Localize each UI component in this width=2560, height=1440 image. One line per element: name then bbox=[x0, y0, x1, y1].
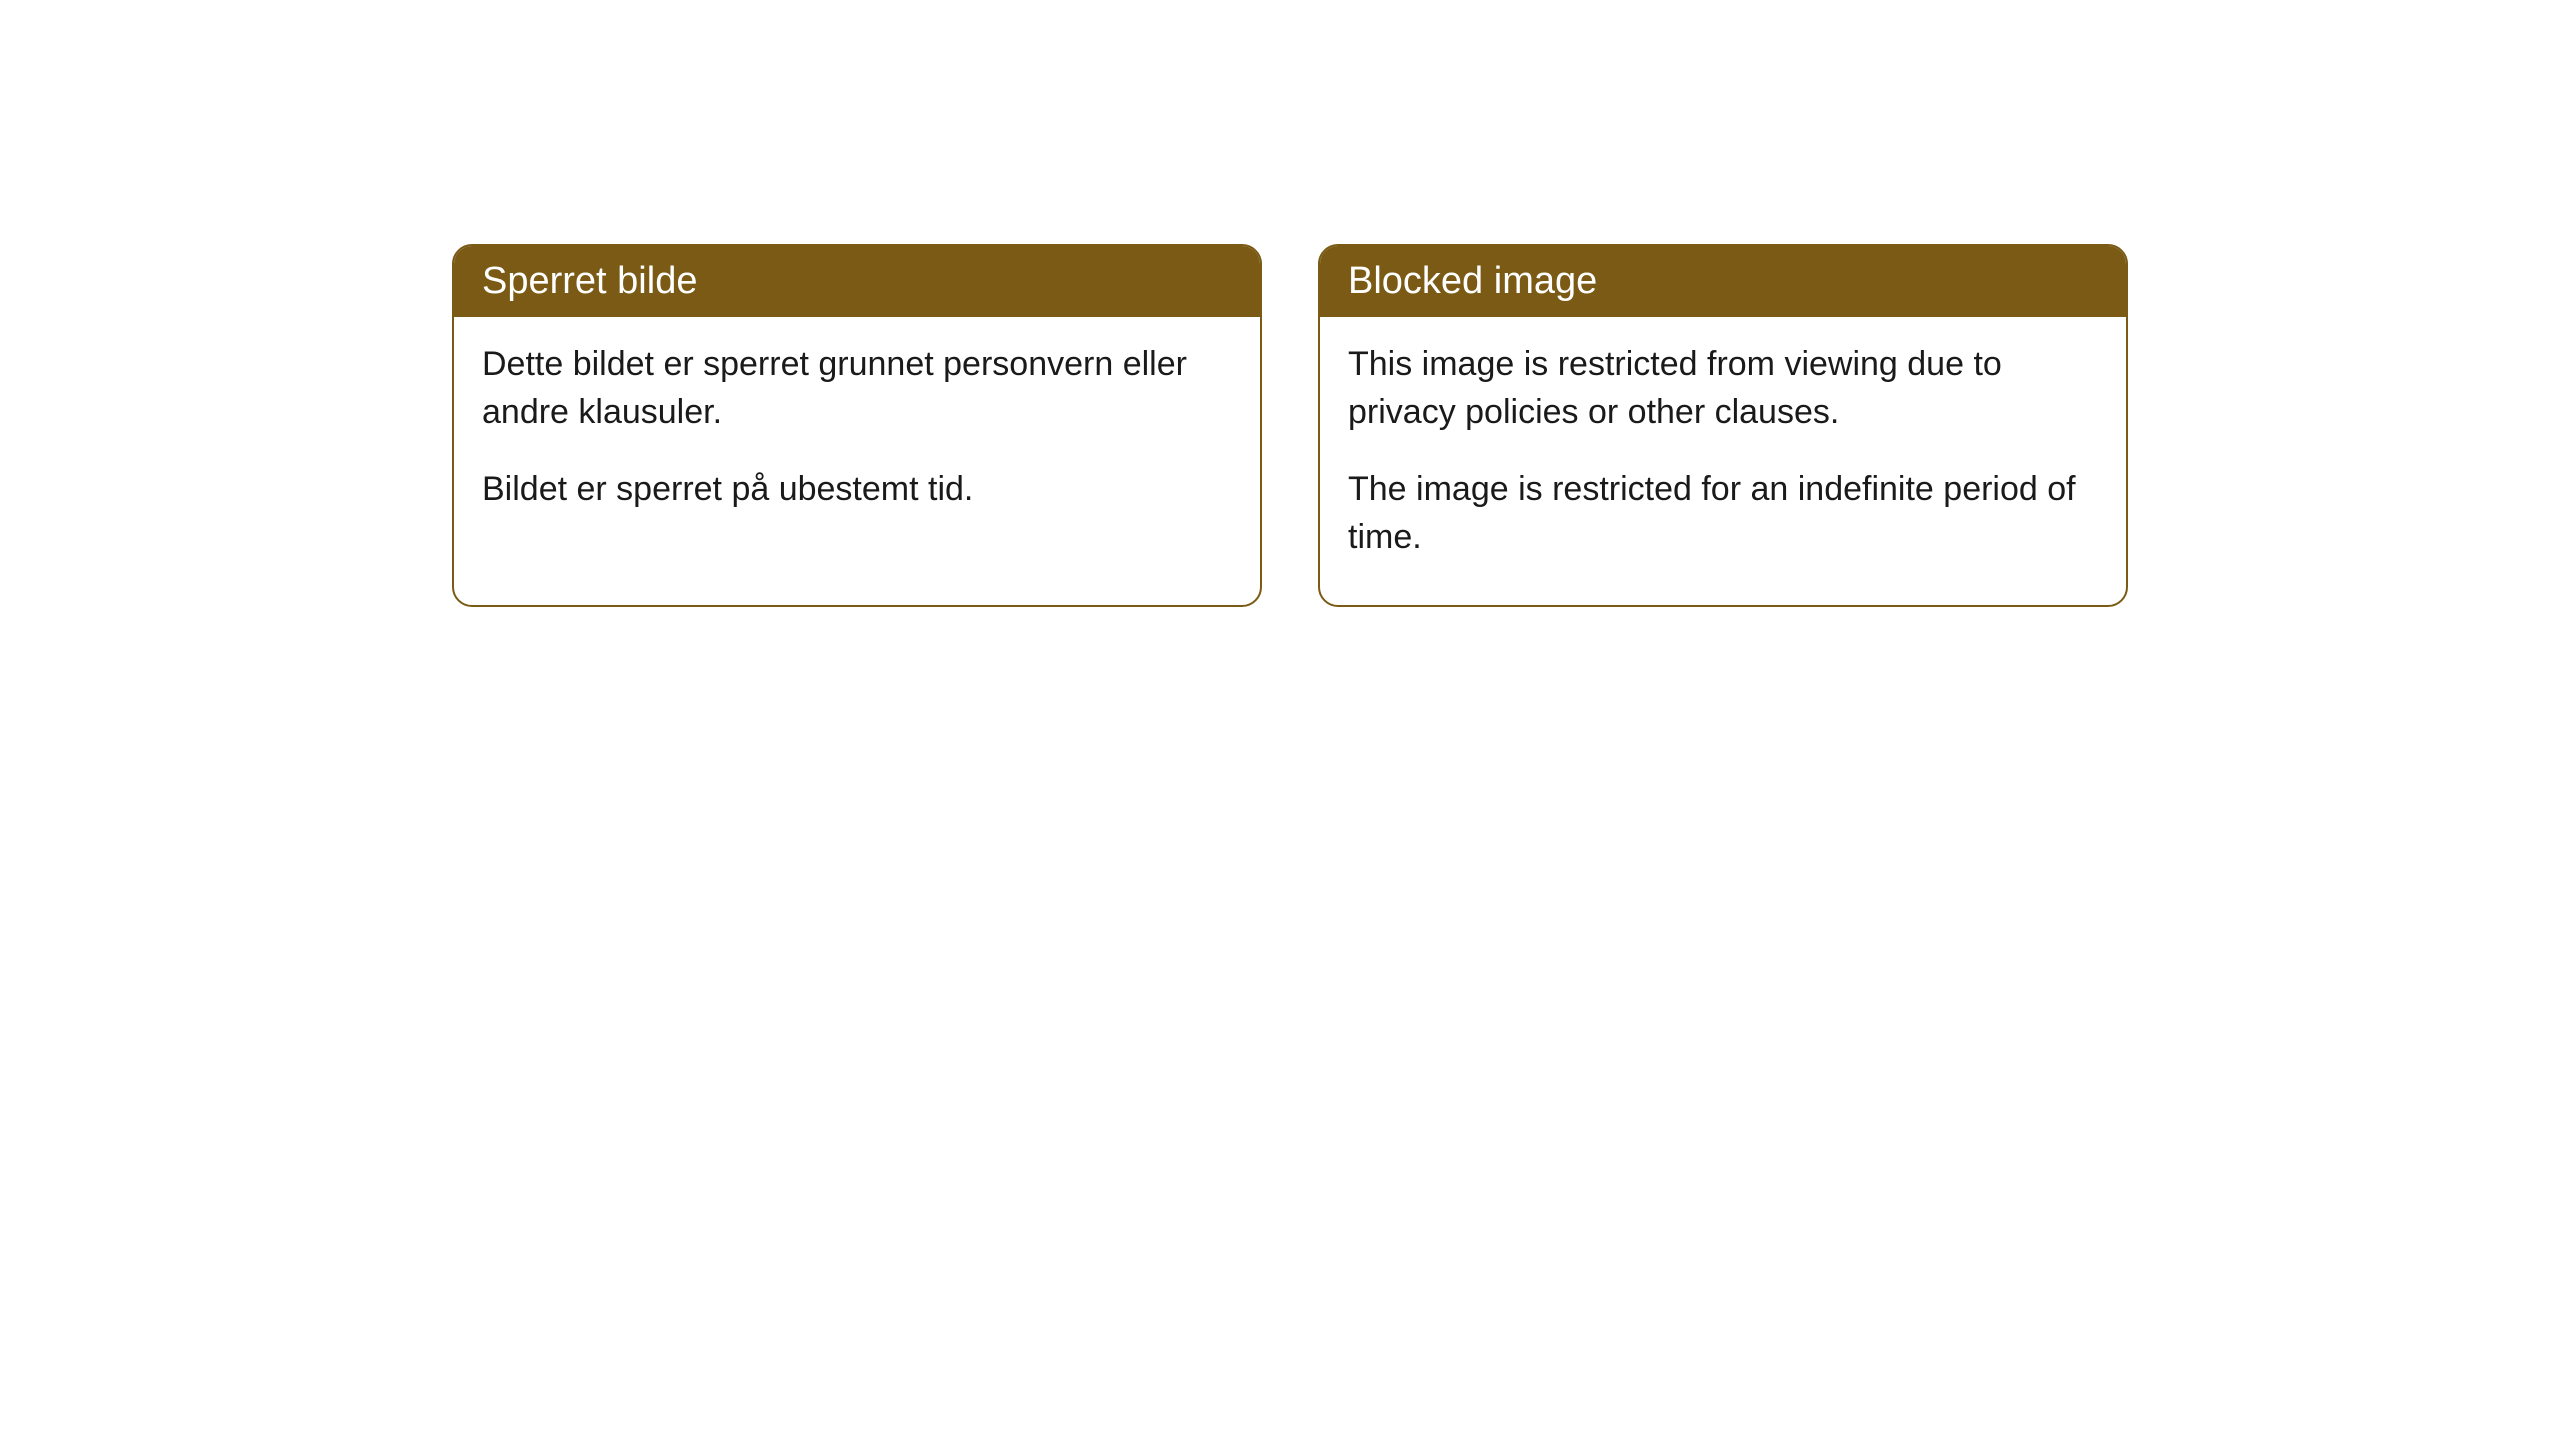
card-header-english: Blocked image bbox=[1320, 246, 2126, 317]
card-text-english-1: This image is restricted from viewing du… bbox=[1348, 341, 2098, 436]
card-body-english: This image is restricted from viewing du… bbox=[1320, 317, 2126, 605]
card-title-english: Blocked image bbox=[1348, 260, 1597, 302]
card-text-norwegian-1: Dette bildet er sperret grunnet personve… bbox=[482, 341, 1232, 436]
card-header-norwegian: Sperret bilde bbox=[454, 246, 1260, 317]
card-body-norwegian: Dette bildet er sperret grunnet personve… bbox=[454, 317, 1260, 558]
card-norwegian: Sperret bilde Dette bildet er sperret gr… bbox=[452, 244, 1262, 607]
card-title-norwegian: Sperret bilde bbox=[482, 260, 697, 302]
card-text-english-2: The image is restricted for an indefinit… bbox=[1348, 466, 2098, 561]
card-english: Blocked image This image is restricted f… bbox=[1318, 244, 2128, 607]
cards-container: Sperret bilde Dette bildet er sperret gr… bbox=[0, 0, 2560, 607]
card-text-norwegian-2: Bildet er sperret på ubestemt tid. bbox=[482, 466, 1232, 514]
